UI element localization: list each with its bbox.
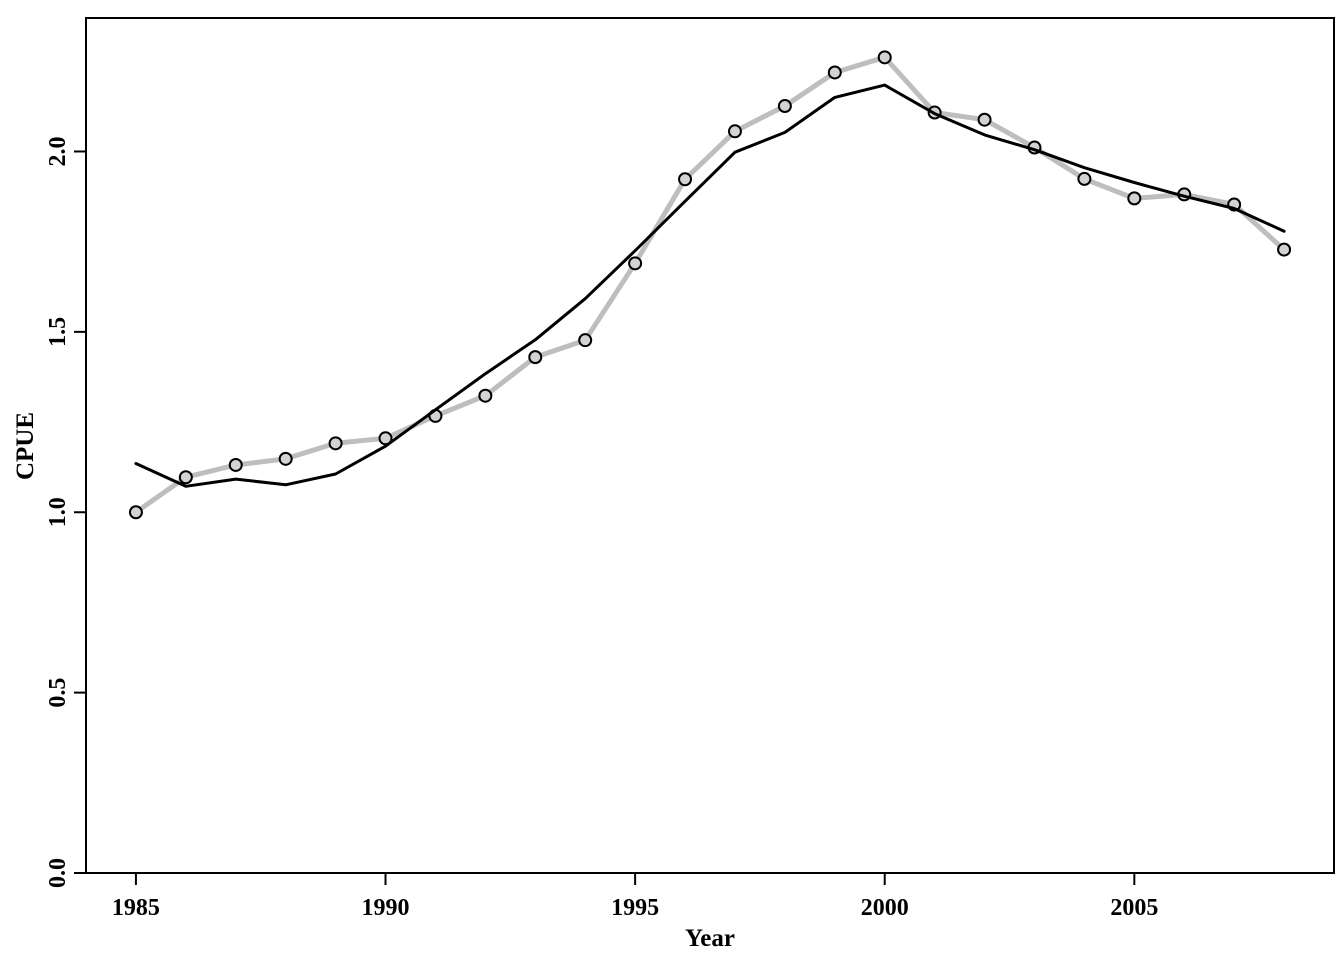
observed-point: [378, 431, 393, 446]
x-tick-label: 1985: [112, 895, 160, 921]
observed-point: [1077, 171, 1092, 186]
observed-point: [178, 470, 193, 485]
x-tick-label: 1990: [362, 895, 410, 921]
observed-point: [328, 436, 343, 451]
observed-point: [628, 256, 643, 271]
plot-frame: [85, 17, 1335, 874]
y-axis: 0.0 0.5 1.0 1.5 2.0: [45, 136, 86, 888]
observed-point: [777, 99, 792, 114]
y-tick-label: 0.5: [45, 678, 71, 708]
x-tick-label: 1995: [611, 895, 659, 921]
fitted-series-line: [134, 83, 1286, 488]
observed-point: [278, 451, 293, 466]
y-tick-label: 0.0: [45, 858, 71, 888]
observed-point: [528, 350, 543, 365]
y-tick-label: 2.0: [45, 136, 71, 166]
observed-point: [1127, 191, 1142, 206]
observed-point: [727, 124, 742, 139]
observed-point: [877, 50, 892, 65]
y-tick-label: 1.0: [45, 497, 71, 527]
observed-point: [977, 112, 992, 127]
observed-point: [578, 333, 593, 348]
observed-point: [228, 457, 243, 472]
series-layer: [128, 50, 1292, 520]
x-axis: 1985 1990 1995 2000 2005: [112, 873, 1158, 921]
x-axis-title: Year: [685, 925, 735, 952]
x-tick-label: 2005: [1110, 895, 1158, 921]
observed-point: [678, 172, 693, 187]
y-axis-title: CPUE: [12, 412, 39, 480]
x-tick-label: 2000: [861, 895, 909, 921]
observed-point: [478, 388, 493, 403]
y-tick-label: 1.5: [45, 317, 71, 347]
observed-point: [827, 65, 842, 80]
observed-point: [1277, 242, 1292, 257]
observed-point: [128, 505, 143, 520]
observed-series-line: [133, 54, 1287, 515]
